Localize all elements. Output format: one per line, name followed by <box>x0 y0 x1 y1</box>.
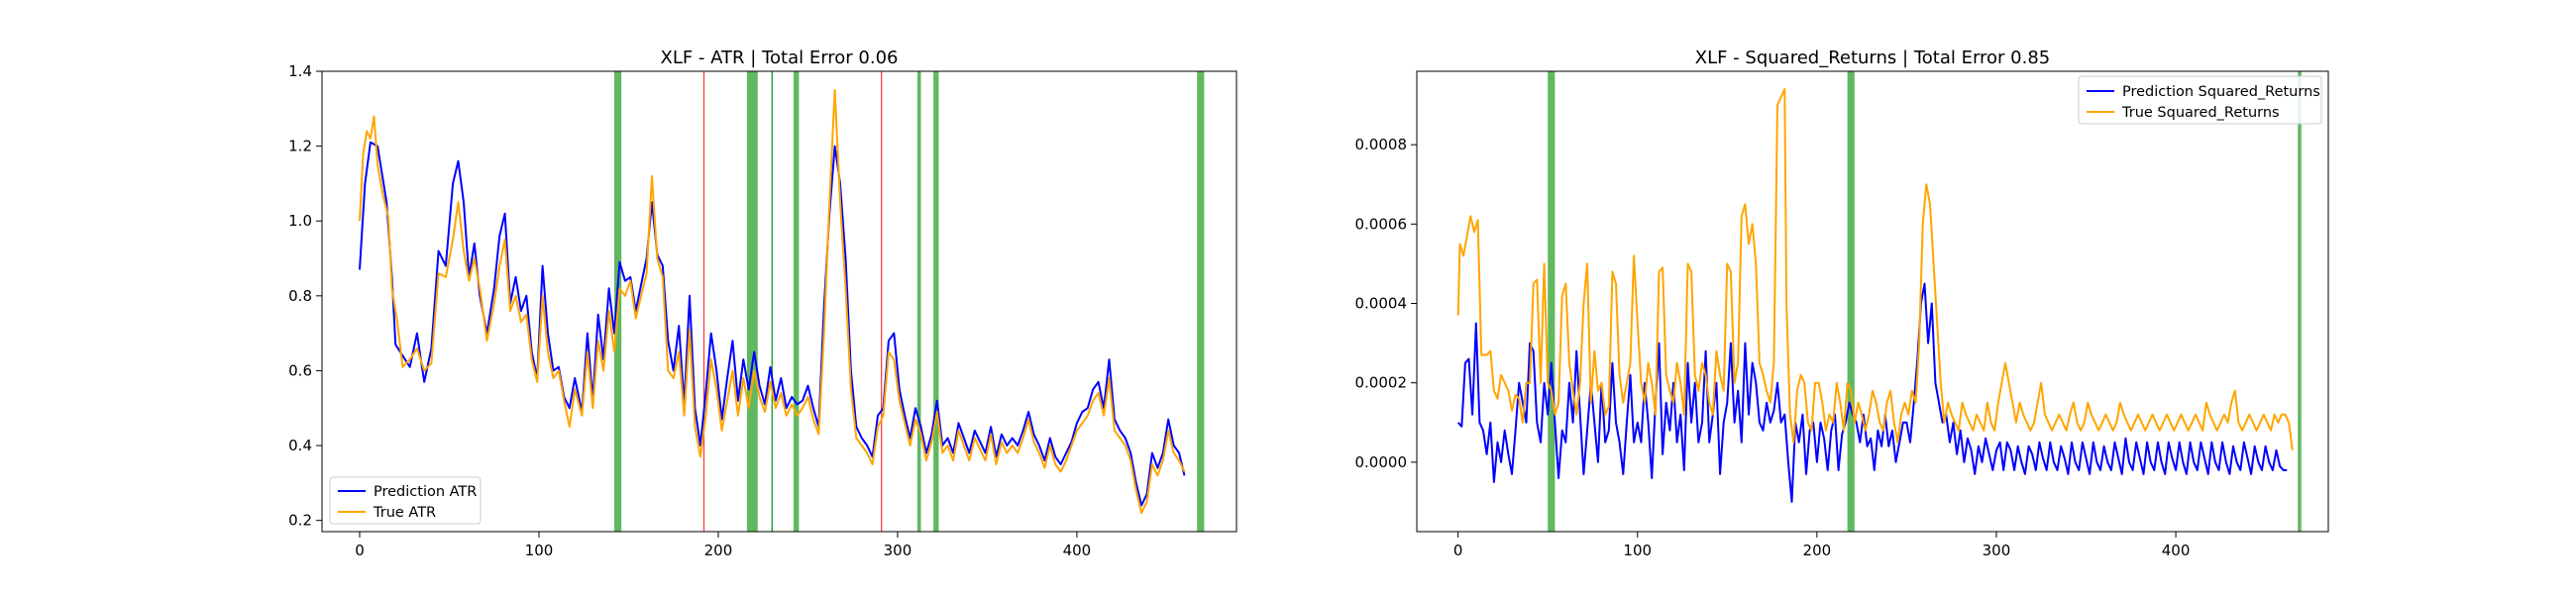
squared-returns-legend: Prediction Squared_Returns True Squared_… <box>2078 75 2322 125</box>
squared-returns-y-tick-label: 0.0004 <box>1355 295 1408 313</box>
atr-axes-frame <box>321 70 1237 533</box>
squared-returns-true-line <box>1456 88 2294 450</box>
squared-returns-highlight-band-1 <box>1847 71 1855 532</box>
squared-returns-prediction-line <box>1456 282 2288 503</box>
squared-returns-axes-frame <box>1416 70 2329 533</box>
atr-y-tick-label: 1.2 <box>288 138 312 155</box>
squared-returns-chart-title: XLF - Squared_Returns | Total Error 0.85 <box>1695 48 2051 68</box>
squared-returns-highlight-band-0 <box>1548 71 1556 532</box>
atr-highlight-band-2 <box>794 71 800 532</box>
atr-y-tick-label: 0.8 <box>288 287 312 305</box>
atr-y-tick-label: 0.4 <box>288 437 312 454</box>
squared-returns-x-tick-label: 200 <box>1803 542 1832 559</box>
squared-returns-highlight-band-2 <box>2298 71 2302 532</box>
atr-y-tick-label: 1.0 <box>288 212 312 230</box>
atr-x-tick-label: 400 <box>1063 542 1092 559</box>
atr-chart-title: XLF - ATR | Total Error 0.06 <box>660 48 898 68</box>
atr-y-tick-label: 0.2 <box>288 512 312 530</box>
atr-legend-box <box>329 476 482 525</box>
atr-highlight-band-4 <box>933 71 939 532</box>
atr-chart: 0 100 200 300 400 0.2 0.4 0.6 0.8 1.0 1.2 1.4 XLF -… <box>288 48 1237 559</box>
atr-legend-label-prediction: Prediction ATR <box>374 484 477 500</box>
atr-y-tick-label: 0.6 <box>288 361 312 379</box>
squared-returns-x-tick-label: 100 <box>1623 542 1652 559</box>
squared-returns-chart: 0 100 200 300 400 0.0000 0.0002 0.0004 0.0006 0.0… <box>1355 48 2329 559</box>
atr-y-tick-label: 1.4 <box>288 62 312 80</box>
atr-x-tick-label: 0 <box>355 542 365 559</box>
squared-returns-y-tick-label: 0.0008 <box>1355 136 1408 153</box>
squared-returns-legend-label-true: True Squared_Returns <box>2121 105 2280 121</box>
atr-highlight-band-3 <box>916 71 921 532</box>
squared-returns-legend-label-prediction: Prediction Squared_Returns <box>2122 84 2320 100</box>
squared-returns-x-tick-label: 0 <box>1453 542 1463 559</box>
atr-highlight-band-1 <box>746 71 758 532</box>
atr-true-line <box>359 88 1186 515</box>
squared-returns-x-tick-label: 300 <box>1983 542 2011 559</box>
atr-x-tick-label: 200 <box>704 542 733 559</box>
atr-x-tick-label: 300 <box>884 542 912 559</box>
atr-highlight-band-5 <box>1197 71 1205 532</box>
squared-returns-legend-box <box>2078 75 2322 125</box>
squared-returns-y-tick-label: 0.0000 <box>1355 453 1408 471</box>
atr-legend: Prediction ATR True ATR <box>329 476 482 525</box>
squared-returns-x-tick-label: 400 <box>2162 542 2191 559</box>
atr-prediction-line <box>359 141 1186 507</box>
atr-x-tick-label: 100 <box>525 542 554 559</box>
atr-legend-label-true: True ATR <box>373 505 436 521</box>
squared-returns-y-tick-label: 0.0006 <box>1355 215 1408 233</box>
squared-returns-y-tick-label: 0.0002 <box>1355 374 1408 392</box>
